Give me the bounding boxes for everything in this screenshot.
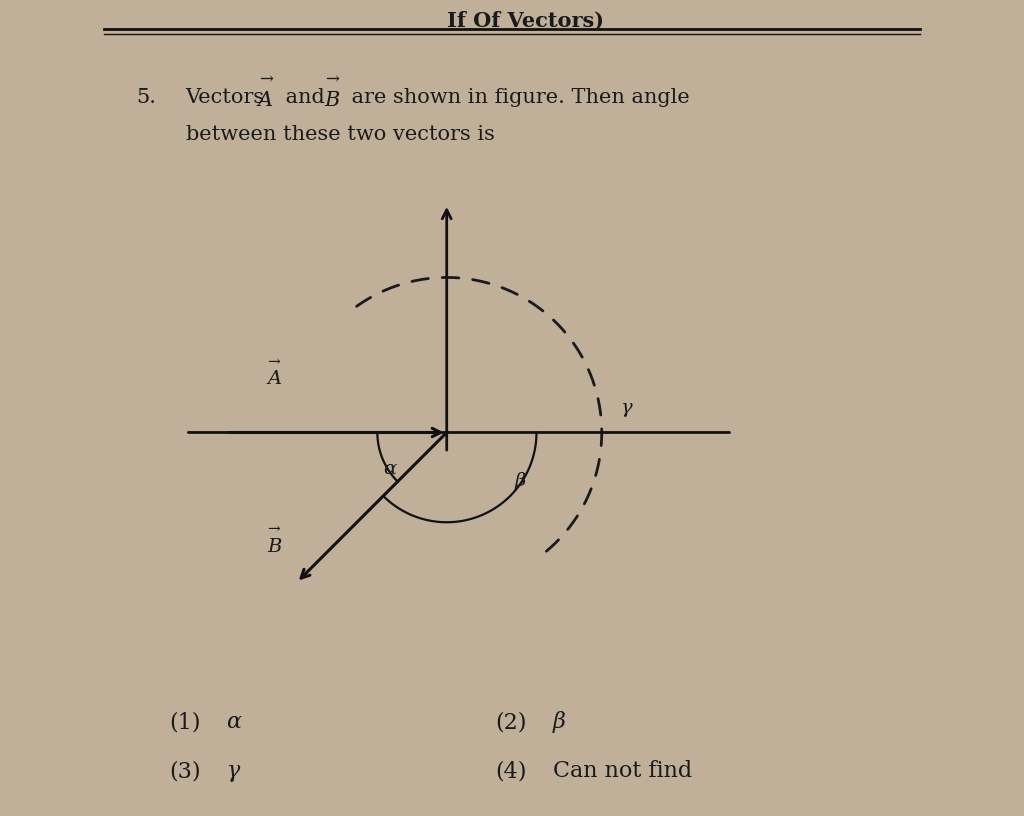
Text: B: B xyxy=(324,91,339,110)
Text: between these two vectors is: between these two vectors is xyxy=(185,125,495,144)
Text: →: → xyxy=(259,71,272,88)
Text: A: A xyxy=(267,370,282,388)
Text: (4): (4) xyxy=(496,761,527,782)
Text: If Of Vectors): If Of Vectors) xyxy=(446,11,604,30)
Text: β: β xyxy=(514,472,525,490)
Text: (2): (2) xyxy=(496,712,527,733)
Text: Can not find: Can not find xyxy=(553,761,692,782)
Text: α: α xyxy=(226,712,242,733)
Text: β: β xyxy=(553,712,565,733)
Text: (3): (3) xyxy=(169,761,201,782)
Text: →: → xyxy=(267,523,280,537)
Text: are shown in figure. Then angle: are shown in figure. Then angle xyxy=(345,88,689,108)
Text: A: A xyxy=(258,91,273,110)
Text: γ: γ xyxy=(226,761,240,782)
Text: →: → xyxy=(325,71,339,88)
Text: B: B xyxy=(267,538,282,556)
Text: and: and xyxy=(280,88,332,108)
Text: α: α xyxy=(383,460,396,478)
Text: γ: γ xyxy=(621,399,632,417)
Text: (1): (1) xyxy=(169,712,201,733)
Text: 5.: 5. xyxy=(136,88,157,108)
Text: →: → xyxy=(267,356,280,370)
Text: Vectors: Vectors xyxy=(185,88,271,108)
